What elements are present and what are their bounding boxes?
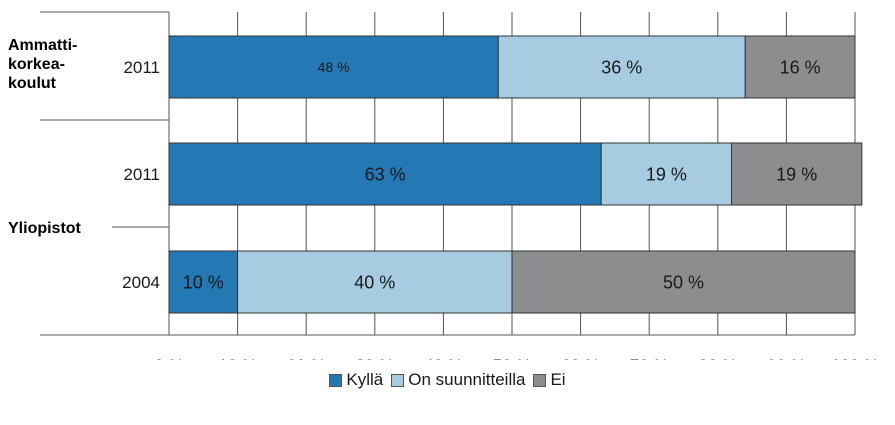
category-label: 2011: [123, 58, 160, 77]
group-label-yliopistot: Yliopistot: [8, 220, 82, 237]
data-label: 63 %: [365, 164, 406, 184]
data-label: 16 %: [780, 57, 821, 77]
x-tick-label: 0 %: [154, 356, 183, 360]
data-label: 40 %: [354, 272, 395, 292]
bar-segment: [731, 142, 863, 206]
group-label-ammattikorkeakoulut: Ammatti-korkea-koulut: [8, 37, 77, 92]
data-label: 48 %: [318, 59, 350, 75]
x-tick-label: 100 %: [831, 356, 879, 360]
x-tick-label: 60 %: [561, 356, 600, 360]
legend-item-kylla: Kyllä: [329, 370, 383, 390]
legend-swatch-on-suunnitteilla: [391, 373, 405, 387]
bar-segment: [497, 35, 746, 99]
x-tick-label: 90 %: [767, 356, 806, 360]
data-label: 36 %: [601, 57, 642, 77]
data-label: 50 %: [663, 272, 704, 292]
x-tick-label: 80 %: [698, 356, 737, 360]
legend-label-kylla: Kyllä: [346, 370, 384, 389]
data-label: 19 %: [646, 164, 687, 184]
bar-segment: [168, 142, 602, 206]
legend-item-ei: Ei: [533, 370, 566, 390]
legend-swatch-kylla: [329, 373, 343, 387]
category-label: 2004: [122, 273, 160, 292]
x-tick-label: 30 %: [355, 356, 394, 360]
category-label: 2011: [123, 165, 160, 184]
legend-label-on-suunnitteilla: On suunnitteilla: [408, 370, 526, 389]
legend-swatch-ei: [533, 373, 547, 387]
x-tick-label: 50 %: [493, 356, 532, 360]
x-tick-label: 10 %: [218, 356, 257, 360]
x-tick-label: 70 %: [630, 356, 669, 360]
data-label: 19 %: [776, 164, 817, 184]
bar-segment: [511, 250, 856, 314]
bar-segment: [237, 250, 513, 314]
legend: Kyllä On suunnitteilla Ei: [0, 370, 895, 390]
legend-label-ei: Ei: [550, 370, 566, 389]
bar-segment: [600, 142, 733, 206]
bar-segment: [744, 35, 856, 99]
x-tick-label: 20 %: [287, 356, 326, 360]
x-tick-label: 40 %: [424, 356, 463, 360]
legend-item-on-suunnitteilla: On suunnitteilla: [391, 370, 525, 390]
stacked-bar-chart: 0 % 10 % 20 % 30 % 40 % 50 % 60 % 70 % 80 % 90 % 1…: [8, 11, 879, 360]
bar-segment: [168, 250, 239, 314]
bar-segment: [168, 35, 499, 99]
data-label: 10 %: [183, 272, 224, 292]
